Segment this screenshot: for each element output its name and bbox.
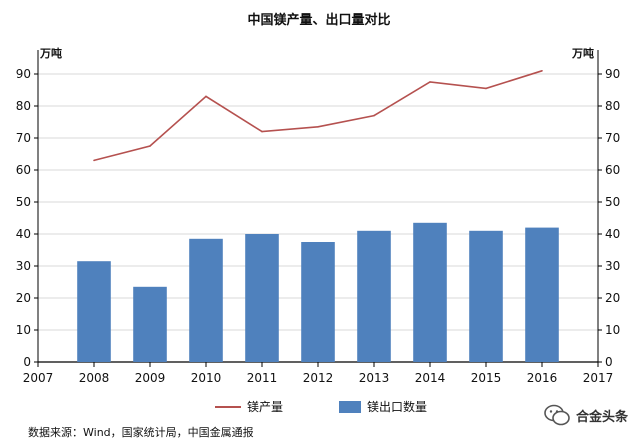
y-tick-label-left: 10 bbox=[16, 323, 31, 337]
x-tick-label: 2015 bbox=[471, 371, 502, 385]
y-tick-label-left: 30 bbox=[16, 259, 31, 273]
wechat-icon bbox=[544, 404, 570, 426]
line-point bbox=[205, 95, 207, 98]
x-tick-label: 2009 bbox=[135, 371, 166, 385]
bar bbox=[413, 222, 447, 362]
bar bbox=[189, 238, 223, 362]
line-point bbox=[485, 87, 487, 90]
y-tick-label-left: 90 bbox=[16, 67, 31, 81]
line-point bbox=[93, 159, 95, 162]
y-tick-label-left: 20 bbox=[16, 291, 31, 305]
x-tick-label: 2017 bbox=[583, 371, 614, 385]
watermark-label: 合金头条 bbox=[575, 409, 628, 425]
bar bbox=[357, 230, 391, 362]
bar bbox=[525, 227, 559, 362]
y-tick-label-left: 0 bbox=[23, 355, 31, 369]
line-point bbox=[317, 126, 319, 128]
x-tick-label: 2007 bbox=[23, 371, 54, 385]
y-tick-label-left: 40 bbox=[16, 227, 31, 241]
line-point bbox=[429, 81, 431, 83]
x-tick-label: 2012 bbox=[303, 371, 334, 385]
watermark: 合金头条 bbox=[544, 404, 628, 426]
y-tick-label-left: 60 bbox=[16, 163, 31, 177]
y-tick-label-right: 30 bbox=[605, 259, 620, 273]
y-tick-label-right: 70 bbox=[605, 131, 620, 145]
line-point bbox=[541, 70, 543, 72]
bar bbox=[301, 242, 335, 362]
line-point bbox=[373, 114, 375, 117]
y-tick-label-right: 90 bbox=[605, 67, 620, 81]
x-tick-label: 2016 bbox=[527, 371, 558, 385]
x-tick-label: 2013 bbox=[359, 371, 390, 385]
line-point bbox=[261, 130, 263, 133]
x-tick-label: 2008 bbox=[79, 371, 110, 385]
y-tick-label-right: 20 bbox=[605, 291, 620, 305]
line-point bbox=[149, 145, 151, 147]
chart-title: 中国镁产量、出口量对比 bbox=[247, 13, 391, 28]
y-tick-label-left: 80 bbox=[16, 99, 31, 113]
legend-bar-swatch bbox=[339, 400, 362, 413]
bar bbox=[77, 261, 111, 362]
x-tick-label: 2014 bbox=[415, 371, 446, 385]
left-axis-unit: 万吨 bbox=[40, 47, 62, 60]
legend-label-production: 镁产量 bbox=[247, 400, 284, 414]
x-tick-label: 2010 bbox=[191, 371, 222, 385]
y-tick-label-right: 40 bbox=[605, 227, 620, 241]
right-axis-unit: 万吨 bbox=[572, 47, 594, 60]
y-tick-label-left: 70 bbox=[16, 131, 31, 145]
y-tick-label-left: 50 bbox=[16, 195, 31, 209]
source-note: 数据来源：Wind，国家统计局，中国金属通报 bbox=[28, 426, 254, 439]
legend-line-swatch bbox=[215, 405, 241, 408]
y-tick-label-right: 80 bbox=[605, 99, 620, 113]
legend-label-export: 镁出口数量 bbox=[367, 400, 428, 414]
y-tick-label-right: 60 bbox=[605, 163, 620, 177]
bar bbox=[469, 230, 503, 362]
legend: 镁产量 镁出口数量 bbox=[215, 398, 427, 415]
bar bbox=[245, 234, 279, 362]
production-line bbox=[93, 70, 543, 162]
y-tick-label-right: 10 bbox=[605, 323, 620, 337]
bar bbox=[133, 286, 167, 362]
y-tick-label-right: 50 bbox=[605, 195, 620, 209]
y-tick-label-right: 0 bbox=[605, 355, 613, 369]
x-tick-label: 2011 bbox=[247, 371, 278, 385]
